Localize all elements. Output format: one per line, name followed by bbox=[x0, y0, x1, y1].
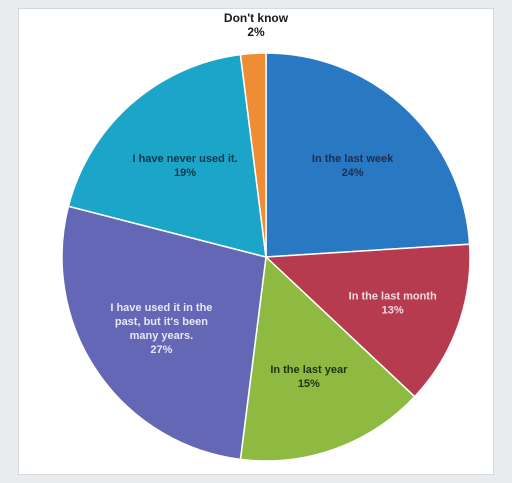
pie-slice-3 bbox=[61, 205, 267, 461]
slice-label-2: In the last year 15% bbox=[270, 364, 348, 390]
slice-label-3: I have used it in the past, but it's been… bbox=[110, 302, 212, 356]
slice-label-1: In the last month 13% bbox=[349, 291, 437, 317]
pie-slice-5 bbox=[239, 52, 267, 258]
slice-label-4: I have never used it. 19% bbox=[132, 153, 237, 179]
pie-slice-2 bbox=[239, 255, 416, 462]
pie-slice-0 bbox=[265, 52, 471, 258]
slice-label-5: Don't know 2% bbox=[224, 11, 289, 39]
slice-label-0: In the last week 24% bbox=[312, 153, 394, 179]
pie-slice-4 bbox=[67, 53, 267, 259]
pie-slice-1 bbox=[264, 243, 471, 398]
